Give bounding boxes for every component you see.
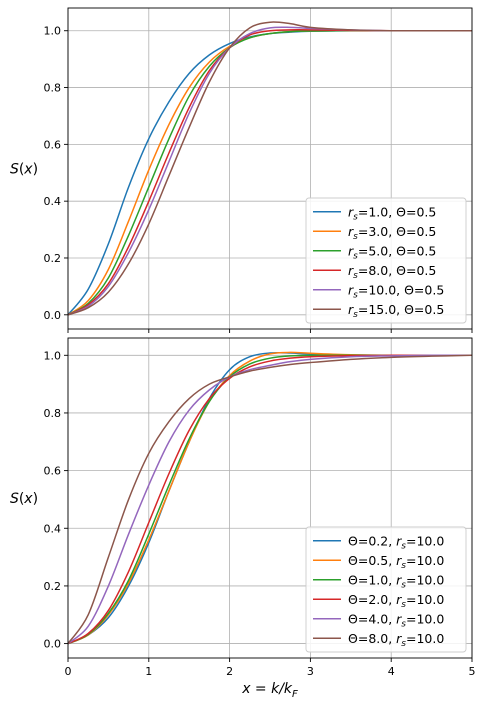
legend-label-5: Θ=4.0, rs=10.0 (348, 611, 444, 629)
legend-label-2: Θ=0.5, rs=10.0 (348, 553, 444, 571)
legend-box (305, 197, 467, 324)
y-tick-label: 0.4 (44, 195, 62, 208)
y-tick-label: 0.8 (44, 407, 62, 420)
y-tick-label: 0.8 (44, 82, 62, 95)
y-axis-label: S(x) (10, 491, 38, 507)
series-line-4 (67, 354, 472, 645)
legend-label-3: rs=5.0, Θ=0.5 (348, 243, 436, 261)
legend-label-5: rs=10.0, Θ=0.5 (348, 282, 444, 300)
legend-label-1: Θ=0.2, rs=10.0 (348, 533, 444, 551)
y-tick-label: 0.2 (44, 252, 62, 265)
y-axis-label: S(x) (10, 162, 38, 178)
y-tick-label: 0.4 (44, 522, 62, 535)
legend-label-4: rs=8.0, Θ=0.5 (348, 263, 436, 281)
legend-label-2: rs=3.0, Θ=0.5 (348, 224, 436, 242)
x-tick-label: 5 (469, 665, 476, 678)
x-tick-label: 4 (388, 665, 395, 678)
legend-label-6: rs=15.0, Θ=0.5 (348, 302, 444, 320)
series-line-6 (67, 354, 473, 645)
legend-label-6: Θ=8.0, rs=10.0 (348, 631, 444, 649)
legend-label-3: Θ=1.0, rs=10.0 (348, 572, 444, 590)
x-tick-label: 1 (145, 665, 152, 678)
chart-panel-1: 0.0 0.2 0.4 0.6 0.8 1.0 S(x) rs=1.0, Θ=0.5 rs=3.… (10, 7, 473, 333)
y-tick-label: 1.0 (44, 349, 62, 362)
x-tick-label: 0 (65, 665, 72, 678)
y-tick-label: 0.0 (44, 309, 62, 322)
legend-label-4: Θ=2.0, rs=10.0 (348, 592, 444, 610)
legend-box (305, 526, 467, 653)
x-tick-label: 2 (226, 665, 233, 678)
legend: rs=1.0, Θ=0.5 rs=3.0, Θ=0.5rs=5.0, Θ=0.5 r… (305, 197, 467, 324)
y-tick-label: 0.0 (44, 638, 62, 651)
y-tick-label: 0.6 (44, 138, 62, 151)
x-tick-label: 3 (307, 665, 314, 678)
x-axis-label: x = k/kF (241, 681, 298, 700)
series-line-6 (67, 21, 472, 316)
axes-frame (67, 337, 473, 659)
axes-frame (67, 7, 473, 330)
y-tick-label: 0.2 (44, 580, 62, 593)
y-tick-label: 1.0 (44, 25, 62, 38)
y-tick-label: 0.6 (44, 465, 62, 478)
chart-panel-2: 0.0 0.2 0.4 0.6 0.8 1.0 0 1 2 3 4 5 S(x) x = k/kF Θ=0.… (10, 337, 476, 700)
legend-label-1: rs=1.0, Θ=0.5 (348, 204, 436, 222)
legend: Θ=0.2, rs=10.0 Θ=0.5, rs=10.0Θ=1.0, rs=10… (305, 526, 467, 653)
